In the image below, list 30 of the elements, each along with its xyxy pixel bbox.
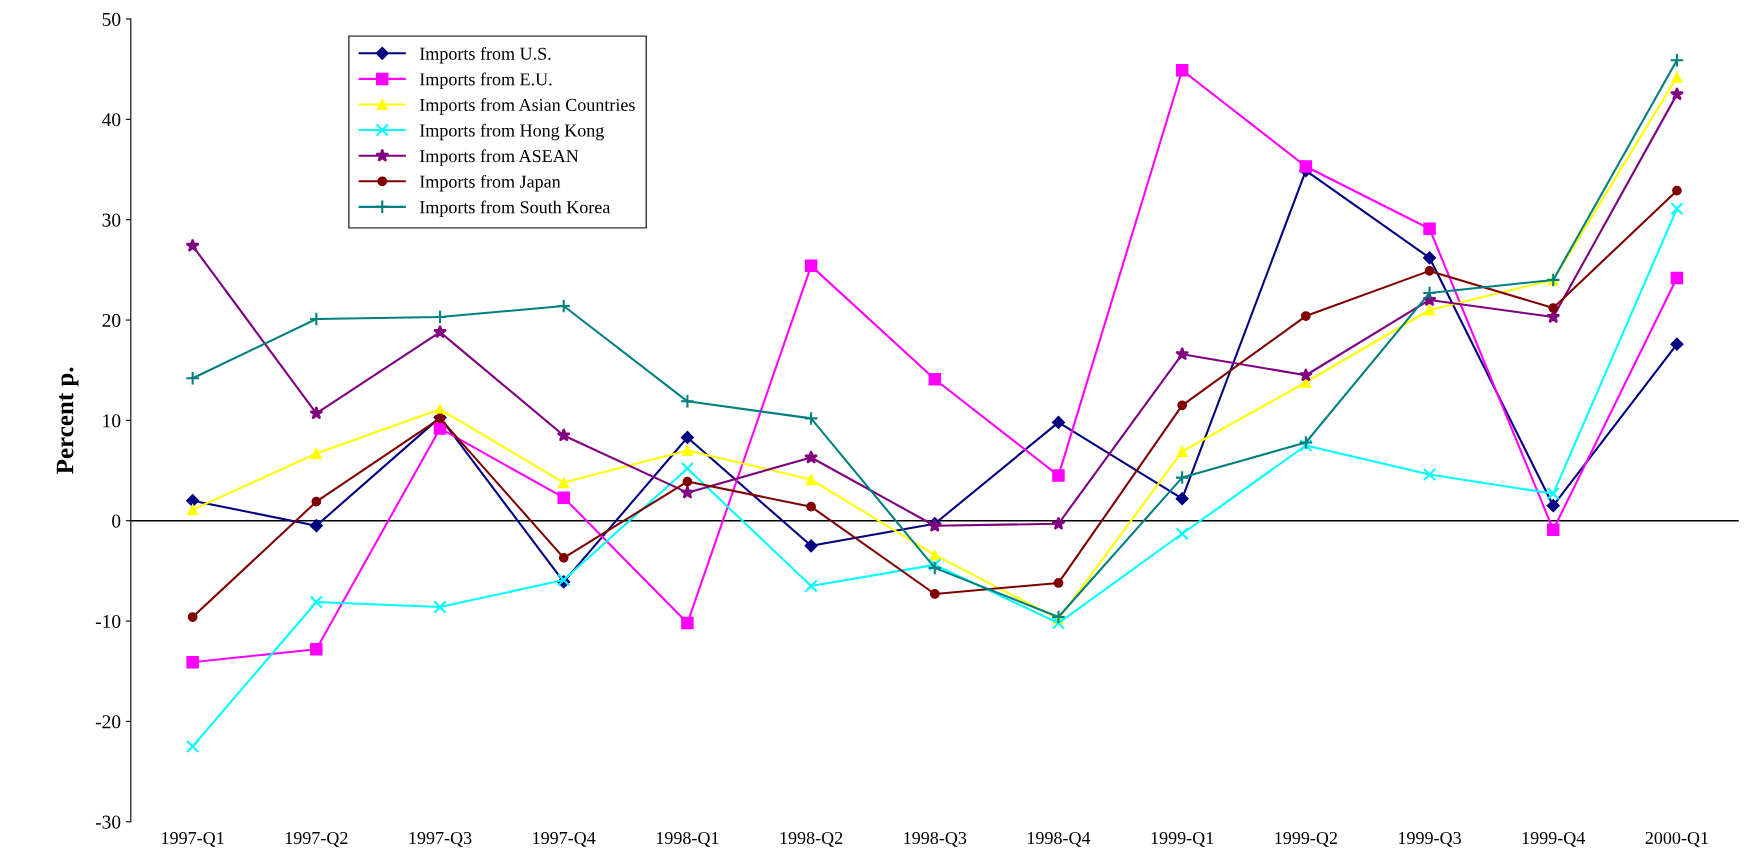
y-tick-label: -30: [95, 815, 121, 829]
x-tick-label: 1999-Q4: [1522, 831, 1586, 847]
y-tick-label: 20: [102, 313, 121, 327]
y-tick-label: 30: [102, 213, 121, 227]
y-tick-label: 40: [102, 113, 121, 127]
legend-label: Imports from Japan: [419, 174, 561, 192]
x-tick-label: 1999-Q1: [1151, 831, 1214, 847]
x-tick-label: 1997-Q2: [285, 831, 348, 847]
legend-label: Imports from Asian Countries: [419, 98, 635, 115]
y-tick-label: 10: [103, 414, 121, 428]
x-tick-label: 2000-Q1: [1645, 831, 1708, 847]
x-tick-label: 1999-Q3: [1399, 831, 1461, 847]
y-tick-label: 0: [112, 514, 121, 528]
x-tick-label: 1997-Q3: [409, 831, 472, 847]
x-tick-label: 1998-Q1: [656, 831, 719, 847]
x-tick-label: 1998-Q2: [780, 831, 843, 847]
legend-label: Imports from ASEAN: [419, 149, 579, 166]
legend-label: Imports from South Korea: [419, 200, 611, 218]
legend-label: Imports from U.S.: [419, 46, 551, 64]
x-tick-label: 1998-Q4: [1027, 831, 1091, 847]
legend-label: Imports from E.U.: [419, 72, 552, 90]
x-tick-label: 1997-Q4: [533, 831, 596, 847]
x-tick-label: 1997-Q1: [162, 831, 224, 847]
y-tick-label: -20: [95, 715, 121, 729]
x-tick-label: 1998-Q3: [904, 831, 967, 847]
legend-label: Imports from Hong Kong: [419, 123, 604, 141]
y-axis-title: Percent p.: [56, 367, 79, 474]
y-tick-label: 50: [102, 12, 121, 26]
y-tick-label: -10: [95, 614, 121, 629]
x-tick-label: 1999-Q2: [1275, 831, 1337, 847]
